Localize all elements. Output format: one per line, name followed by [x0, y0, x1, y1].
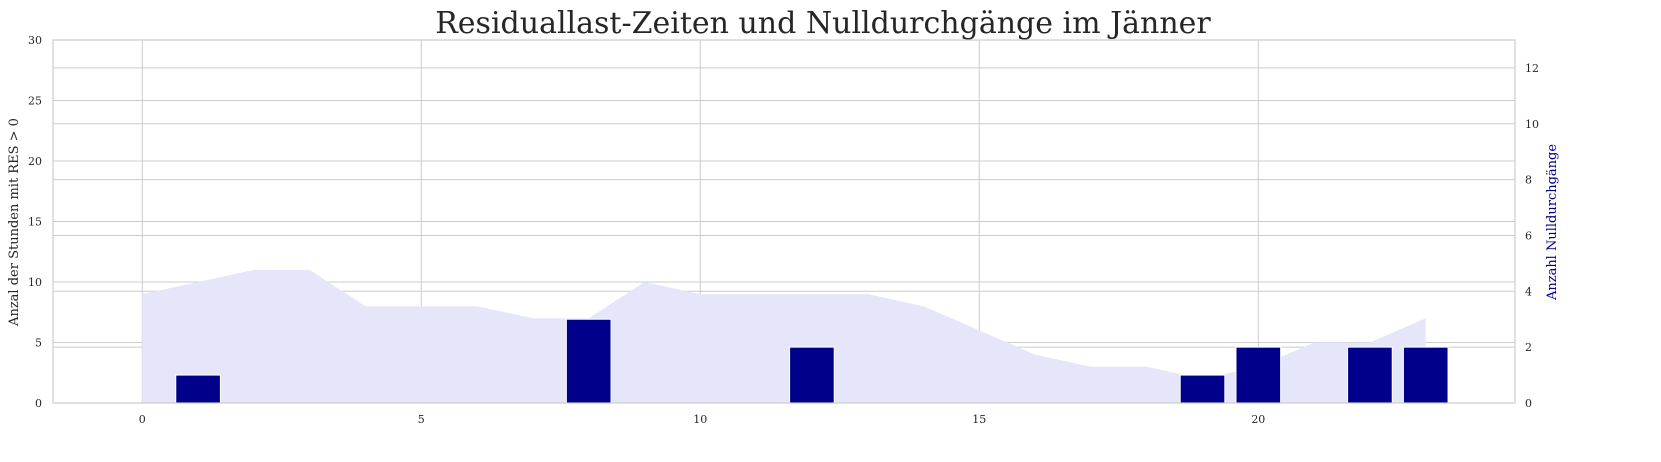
area-layer — [142, 269, 1426, 403]
y-tick-label-left: 20 — [28, 155, 42, 168]
x-tick-label: 10 — [693, 413, 707, 426]
x-tick-label: 20 — [1251, 413, 1265, 426]
y-tick-label-left: 25 — [28, 95, 42, 108]
y-axis-left-label: Anzal der Stunden mit RES > 0 — [7, 118, 22, 327]
y-tick-label-right: 8 — [1525, 174, 1532, 187]
bar-layer — [175, 318, 1449, 404]
y-tick-label-left: 15 — [28, 216, 42, 229]
zero-crossing-bar — [1179, 374, 1226, 404]
y-tick-label-left: 5 — [35, 337, 42, 350]
zero-crossing-bar — [1235, 346, 1282, 404]
x-tick-label: 5 — [418, 413, 425, 426]
tick-layer: 0 5 10 15 20 0 5 10 15 20 25 30 0 2 4 6 8 10 12 — [28, 34, 1539, 426]
y-tick-label-left: 0 — [35, 397, 42, 410]
plot-frame — [52, 39, 1516, 404]
hours-area — [142, 269, 1426, 403]
y-tick-label-left: 30 — [28, 34, 42, 47]
zero-crossing-bar — [175, 374, 221, 404]
y-tick-label-right: 12 — [1525, 62, 1539, 75]
x-tick-label: 15 — [972, 413, 986, 426]
chart-title: Residuallast-Zeiten und Nulldurchgänge i… — [435, 6, 1211, 41]
y-tick-label-right: 6 — [1525, 229, 1532, 242]
y-tick-label-right: 10 — [1525, 118, 1539, 131]
y-axis-right-label: Anzahl Nulldurchgänge — [1545, 144, 1560, 301]
zero-crossing-bar — [1402, 346, 1449, 404]
y-tick-label-right: 2 — [1525, 341, 1532, 354]
y-tick-label-left: 10 — [28, 276, 42, 289]
zero-crossing-bar — [565, 318, 612, 404]
zero-crossing-bar — [789, 346, 835, 404]
y-tick-label-right: 0 — [1525, 397, 1532, 410]
y-tick-label-right: 4 — [1525, 285, 1532, 298]
x-tick-label: 0 — [139, 413, 146, 426]
zero-crossing-bar — [1347, 346, 1393, 404]
